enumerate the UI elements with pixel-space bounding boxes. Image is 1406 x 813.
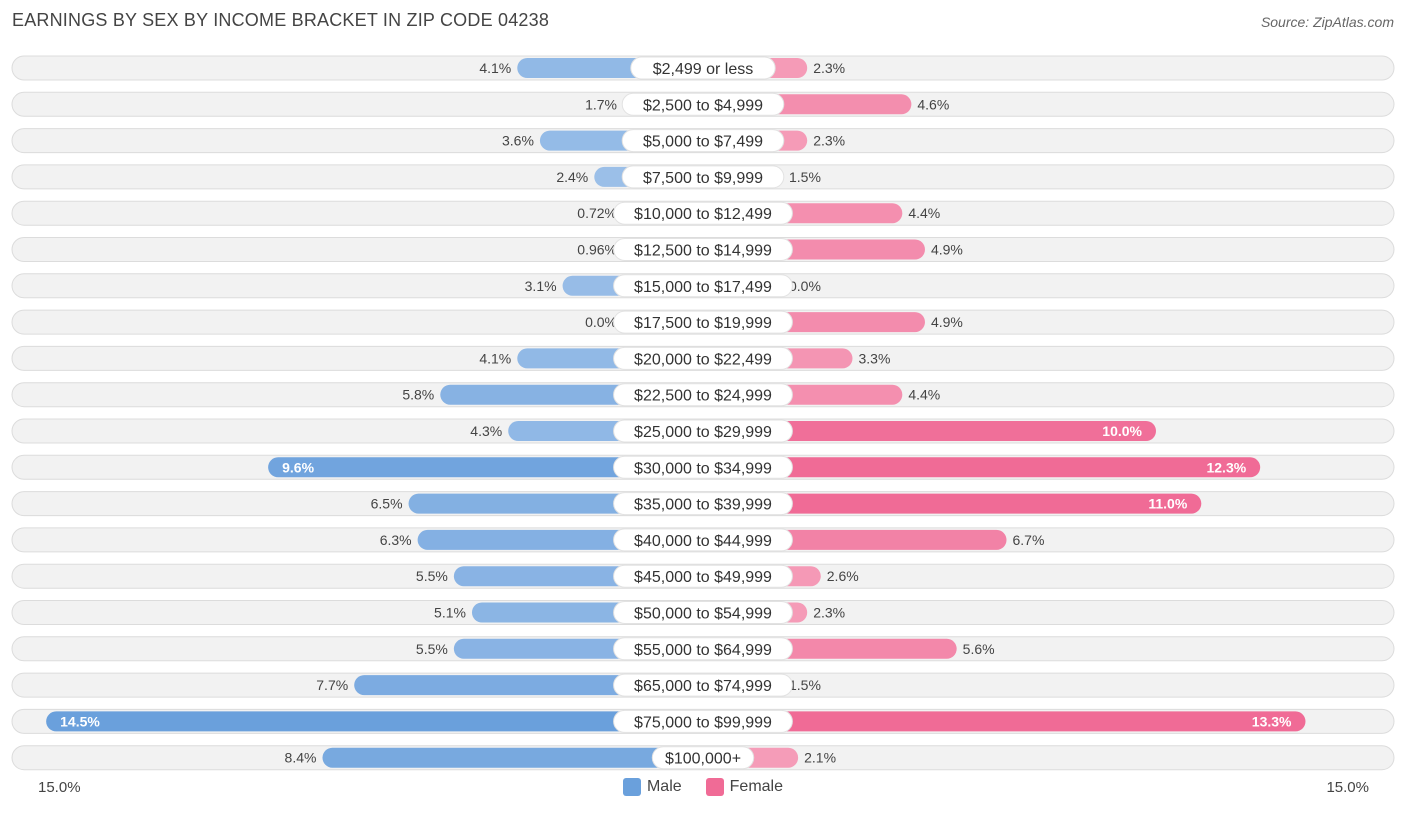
category-pill <box>613 201 793 225</box>
category-label: $55,000 to $64,999 <box>634 642 772 659</box>
category-pill <box>613 238 793 261</box>
male-value-label: 4.3% <box>470 423 502 439</box>
axis-max-label: 15.0% <box>1326 779 1369 796</box>
male-value-label: 0.0% <box>585 314 617 330</box>
female-value-label: 6.7% <box>1013 532 1045 548</box>
legend-swatch-female <box>705 778 724 796</box>
axis-min-label: 15.0% <box>38 779 81 796</box>
male-bar <box>322 747 703 768</box>
female-value-label: 2.6% <box>827 568 859 584</box>
male-value-label: 5.1% <box>434 605 466 621</box>
category-label: $25,000 to $29,999 <box>634 424 772 441</box>
category-label: $7,500 to $9,999 <box>643 170 763 187</box>
category-pill <box>621 165 785 189</box>
male-value-label: 8.4% <box>285 750 317 766</box>
female-value-label: 3.3% <box>858 350 890 366</box>
male-value-label: 5.5% <box>416 641 448 657</box>
male-value-label: 3.1% <box>525 278 557 294</box>
category-pill <box>613 709 793 733</box>
category-label: $30,000 to $34,999 <box>634 460 772 477</box>
chart-canvas: 4.1% 2.3% $2,499 or less 1.7% 4.6% $2,500 to … <box>11 55 1395 771</box>
female-value-label: 1.5% <box>789 677 821 693</box>
female-value-label: 2.1% <box>804 750 836 766</box>
female-bar <box>703 493 1202 514</box>
category-label: $20,000 to $22,499 <box>634 351 772 368</box>
category-label: $45,000 to $49,999 <box>634 569 772 586</box>
category-label: $75,000 to $99,999 <box>634 714 772 731</box>
female-value-label: 11.0% <box>1148 496 1187 512</box>
female-value-label: 0.0% <box>789 278 821 294</box>
male-value-label: 6.3% <box>380 532 412 548</box>
category-label: $50,000 to $54,999 <box>634 606 772 623</box>
legend-swatch-male <box>622 778 641 796</box>
female-value-label: 4.4% <box>908 387 940 403</box>
male-value-label: 9.6% <box>282 459 314 475</box>
female-value-label: 10.0% <box>1102 423 1142 439</box>
male-value-label: 14.5% <box>60 713 100 729</box>
male-value-label: 5.8% <box>402 387 434 403</box>
category-label: $10,000 to $12,499 <box>634 206 772 223</box>
category-pill <box>630 56 776 80</box>
female-value-label: 5.6% <box>963 641 995 657</box>
category-label: $65,000 to $74,999 <box>634 678 772 695</box>
female-value-label: 2.3% <box>813 605 845 621</box>
legend-item-female[interactable]: Female <box>705 778 784 796</box>
category-pill <box>613 274 793 298</box>
category-label: $12,500 to $14,999 <box>634 243 772 260</box>
legend: Male Female <box>0 778 1406 796</box>
female-value-label: 4.4% <box>908 205 940 221</box>
category-pill <box>621 92 785 116</box>
female-bar <box>703 711 1306 732</box>
category-label: $17,500 to $19,999 <box>634 315 772 332</box>
chart-title: EARNINGS BY SEX BY INCOME BRACKET IN ZIP… <box>12 10 550 30</box>
female-value-label: 2.3% <box>813 60 845 76</box>
category-pill <box>613 419 793 443</box>
male-bar <box>46 711 703 732</box>
female-value-label: 4.9% <box>931 314 963 330</box>
legend-item-male[interactable]: Male <box>622 778 682 796</box>
female-value-label: 12.3% <box>1206 459 1246 475</box>
category-label: $35,000 to $39,999 <box>634 497 772 514</box>
category-pill <box>613 528 793 552</box>
legend-label-male: Male <box>646 778 682 795</box>
category-pill <box>613 673 793 697</box>
male-value-label: 6.5% <box>371 496 403 512</box>
category-pill <box>613 310 793 334</box>
category-label: $15,000 to $17,499 <box>634 279 772 296</box>
male-value-label: 1.7% <box>585 96 617 112</box>
category-pill <box>613 383 793 407</box>
female-value-label: 4.6% <box>917 96 949 112</box>
female-value-label: 2.3% <box>813 133 845 149</box>
category-label: $2,500 to $4,999 <box>643 97 763 114</box>
category-label: $22,500 to $24,999 <box>634 388 772 405</box>
source-credit: Source: ZipAtlas.com <box>1260 14 1394 30</box>
category-pill <box>651 746 755 770</box>
male-value-label: 4.1% <box>479 350 511 366</box>
category-pill <box>621 129 785 153</box>
category-pill <box>613 455 793 479</box>
female-value-label: 4.9% <box>931 242 963 258</box>
female-value-label: 1.5% <box>789 169 821 185</box>
male-value-label: 0.96% <box>577 242 617 258</box>
category-label: $5,000 to $7,499 <box>643 134 763 151</box>
male-value-label: 7.7% <box>316 677 348 693</box>
female-value-label: 13.3% <box>1252 713 1292 729</box>
category-label: $40,000 to $44,999 <box>634 533 772 550</box>
legend-label-female: Female <box>729 778 784 795</box>
category-pill <box>613 564 793 588</box>
male-value-label: 5.5% <box>416 568 448 584</box>
category-pill <box>613 492 793 516</box>
category-pill <box>613 346 793 370</box>
category-pill <box>613 637 793 661</box>
male-value-label: 0.72% <box>577 205 617 221</box>
category-label: $100,000+ <box>665 751 741 768</box>
category-label: $2,499 or less <box>653 61 754 78</box>
male-value-label: 4.1% <box>479 60 511 76</box>
category-pill <box>613 601 793 624</box>
male-value-label: 3.6% <box>502 133 534 149</box>
male-bar <box>268 457 703 478</box>
female-bar <box>703 457 1261 478</box>
female-bar <box>703 421 1156 441</box>
male-value-label: 2.4% <box>556 169 588 185</box>
